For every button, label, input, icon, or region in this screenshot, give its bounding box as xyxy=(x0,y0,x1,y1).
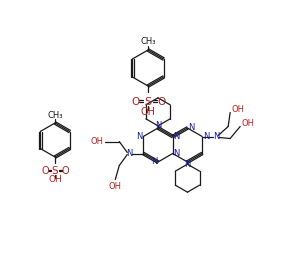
Text: O: O xyxy=(41,166,49,176)
Text: N: N xyxy=(136,132,142,141)
Text: N: N xyxy=(188,123,195,133)
Text: O: O xyxy=(157,97,165,107)
Text: OH: OH xyxy=(109,182,122,191)
Text: N: N xyxy=(213,132,219,141)
Text: N: N xyxy=(155,121,161,130)
Text: N: N xyxy=(174,149,180,158)
Text: OH: OH xyxy=(242,119,255,128)
Text: S: S xyxy=(52,166,58,176)
Text: OH: OH xyxy=(91,137,104,146)
Text: N: N xyxy=(174,132,180,141)
Text: OH: OH xyxy=(48,176,62,184)
Text: OH: OH xyxy=(141,107,156,117)
Text: CH₃: CH₃ xyxy=(140,37,156,46)
Text: S: S xyxy=(144,97,152,107)
Text: N: N xyxy=(184,160,191,169)
Text: N: N xyxy=(203,132,209,141)
Text: O: O xyxy=(61,166,69,176)
Text: O: O xyxy=(131,97,139,107)
Text: N: N xyxy=(126,149,132,158)
Text: CH₃: CH₃ xyxy=(47,111,63,119)
Text: N: N xyxy=(151,157,157,166)
Text: OH: OH xyxy=(232,105,245,114)
